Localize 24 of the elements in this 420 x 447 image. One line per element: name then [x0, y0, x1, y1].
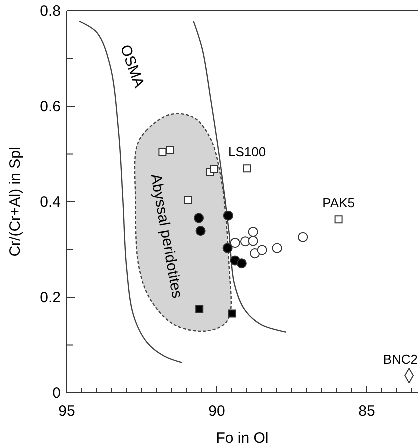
x-tick-label: 90 [208, 403, 226, 420]
point [236, 258, 247, 269]
y-tick-label: 0.8 [40, 3, 61, 20]
annotation: Abyssal peridotites [147, 172, 186, 300]
y-tick-label: 0.6 [40, 98, 61, 116]
y-axis-title: Cr/(Cr+Al) in Spl [7, 147, 24, 257]
annotation: LS100 [228, 144, 266, 160]
point [272, 243, 282, 254]
annotation: OSMA [116, 42, 148, 90]
point [257, 245, 268, 256]
x-tick-label: 95 [58, 403, 76, 420]
point [243, 164, 252, 173]
point [248, 227, 258, 238]
point [298, 232, 308, 242]
y-tick-label: 0.2 [40, 290, 61, 306]
annotation: BNC2 [383, 352, 418, 367]
y-tick-label: 0 [52, 385, 61, 402]
annotation: PAK5 [322, 196, 355, 211]
point [230, 238, 240, 248]
point [334, 216, 343, 224]
y-tick-label: 0.4 [40, 194, 61, 211]
x-axis-title: Fo in Ol [216, 430, 269, 447]
x-tick-label: 85 [358, 403, 376, 420]
point [248, 236, 258, 246]
